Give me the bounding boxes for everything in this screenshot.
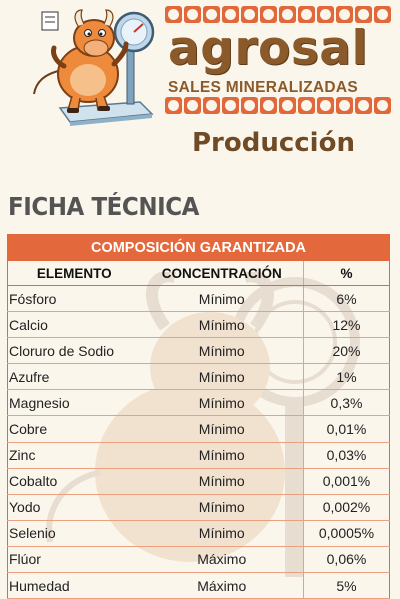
element-name: Yodo <box>7 494 141 521</box>
decorative-dot <box>241 97 258 114</box>
column-header-concentration: CONCENTRACIÓN <box>140 260 304 286</box>
element-name: Zinc <box>7 442 141 469</box>
element-name: Humedad <box>7 572 141 599</box>
table-row: Fósforo Mínimo 6% <box>7 285 390 313</box>
decorative-dot <box>317 97 334 114</box>
decorative-dot <box>165 6 182 23</box>
percent-value: 5% <box>303 572 390 599</box>
percent-value: 0,0005% <box>303 520 390 547</box>
decorative-dot <box>184 6 201 23</box>
decorative-dot <box>184 97 201 114</box>
concentration-value: Mínimo <box>140 494 304 521</box>
concentration-value: Máximo <box>140 546 304 574</box>
table-row: Selenio Mínimo 0,0005% <box>7 520 390 547</box>
table-row: Zinc Mínimo 0,03% <box>7 442 390 469</box>
element-name: Selenio <box>7 520 141 547</box>
decorative-dot <box>279 97 296 114</box>
table-header-row: ELEMENTO CONCENTRACIÓN % <box>7 260 390 286</box>
concentration-value: Mínimo <box>140 337 304 365</box>
table-row: Cobalto Mínimo 0,001% <box>7 468 390 495</box>
concentration-value: Mínimo <box>140 442 304 469</box>
column-header-percent: % <box>303 260 390 286</box>
percent-value: 1% <box>303 363 390 391</box>
concentration-value: Mínimo <box>140 311 304 339</box>
percent-value: 20% <box>303 337 390 365</box>
element-name: Cobalto <box>7 468 141 495</box>
table-body: Fósforo Mínimo 6% Calcio Mínimo 12% Clor… <box>7 285 390 599</box>
element-name: Fósforo <box>7 285 141 313</box>
decorative-dot <box>374 97 391 114</box>
table-row: Calcio Mínimo 12% <box>7 311 390 339</box>
element-name: Cobre <box>7 415 141 443</box>
table-row: Cloruro de Sodio Mínimo 20% <box>7 337 390 365</box>
concentration-value: Mínimo <box>140 520 304 547</box>
decorative-dot <box>336 97 353 114</box>
decorative-dots-top <box>165 6 391 23</box>
percent-value: 0,06% <box>303 546 390 574</box>
header: agrosal SALES MINERALIZADAS Producción <box>0 0 400 170</box>
decorative-dot <box>374 6 391 23</box>
percent-value: 0,002% <box>303 494 390 521</box>
element-name: Azufre <box>7 363 141 391</box>
percent-value: 0,01% <box>303 415 390 443</box>
decorative-dot <box>298 97 315 114</box>
decorative-dot <box>279 6 296 23</box>
percent-value: 0,3% <box>303 389 390 417</box>
decorative-dot <box>260 97 277 114</box>
decorative-dot <box>222 97 239 114</box>
percent-value: 0,001% <box>303 468 390 495</box>
brand-tagline: SALES MINERALIZADAS <box>168 79 358 96</box>
table-caption: COMPOSICIÓN GARANTIZADA <box>7 234 390 261</box>
table-row: Humedad Máximo 5% <box>7 572 390 599</box>
element-name: Magnesio <box>7 389 141 417</box>
concentration-value: Mínimo <box>140 363 304 391</box>
decorative-dot <box>222 6 239 23</box>
decorative-dot <box>203 97 220 114</box>
composition-table: COMPOSICIÓN GARANTIZADA ELEMENTO CONCENT… <box>7 234 390 599</box>
decorative-dot <box>241 6 258 23</box>
percent-value: 12% <box>303 311 390 339</box>
percent-value: 0,03% <box>303 442 390 469</box>
column-header-element: ELEMENTO <box>7 260 141 286</box>
concentration-value: Mínimo <box>140 468 304 495</box>
decorative-dot <box>336 6 353 23</box>
concentration-value: Mínimo <box>140 285 304 313</box>
product-line-title: Producción <box>192 128 355 158</box>
table-row: Yodo Mínimo 0,002% <box>7 494 390 521</box>
table-row: Cobre Mínimo 0,01% <box>7 415 390 443</box>
decorative-dot <box>165 97 182 114</box>
composition-table-container: COMPOSICIÓN GARANTIZADA ELEMENTO CONCENT… <box>7 234 390 599</box>
decorative-dot <box>260 6 277 23</box>
decorative-dots-bottom <box>165 97 391 114</box>
decorative-dot <box>355 97 372 114</box>
concentration-value: Mínimo <box>140 389 304 417</box>
table-row: Flúor Máximo 0,06% <box>7 546 390 574</box>
element-name: Cloruro de Sodio <box>7 337 141 365</box>
decorative-dot <box>203 6 220 23</box>
table-row: Azufre Mínimo 1% <box>7 363 390 391</box>
table-row: Magnesio Mínimo 0,3% <box>7 389 390 417</box>
concentration-value: Mínimo <box>140 415 304 443</box>
decorative-dot <box>355 6 372 23</box>
percent-value: 6% <box>303 285 390 313</box>
brand-name: agrosal <box>168 21 369 76</box>
element-name: Flúor <box>7 546 141 574</box>
decorative-dot <box>298 6 315 23</box>
decorative-dot <box>317 6 334 23</box>
element-name: Calcio <box>7 311 141 339</box>
concentration-value: Máximo <box>140 572 304 599</box>
sheet-title: FICHA TÉCNICA <box>8 192 200 221</box>
bull-mascot-logo <box>33 9 155 126</box>
